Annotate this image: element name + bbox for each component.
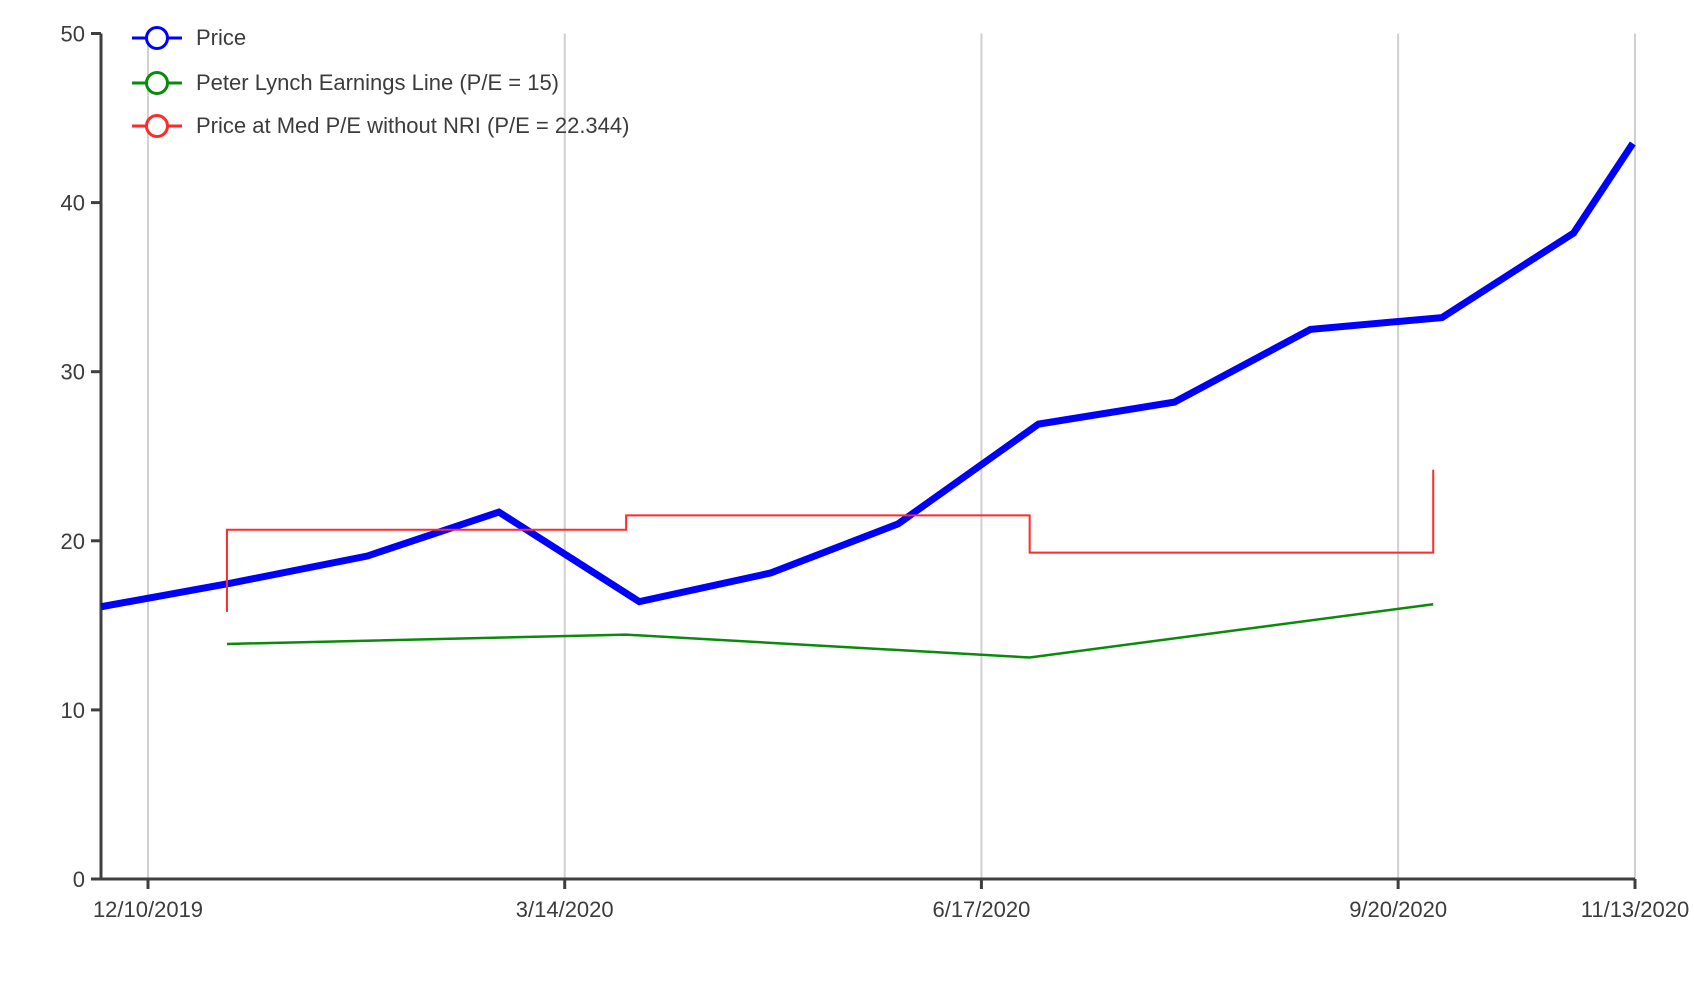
legend-label-earnings-line: Peter Lynch Earnings Line (P/E = 15) bbox=[196, 70, 559, 95]
x-tick-label: 9/20/2020 bbox=[1349, 897, 1447, 922]
earnings-line-marker-icon bbox=[132, 71, 182, 95]
med-pe-line-marker-icon bbox=[132, 114, 182, 138]
legend-item-price[interactable]: Price bbox=[130, 22, 246, 54]
x-tick-label: 11/13/2020 bbox=[1581, 897, 1689, 922]
series-earnings-line bbox=[226, 602, 1434, 659]
series-price-line bbox=[100, 141, 1636, 611]
x-tick-label: 6/17/2020 bbox=[932, 897, 1030, 922]
y-tick-label: 10 bbox=[61, 698, 85, 723]
legend-label-price: Price bbox=[196, 25, 247, 50]
series-med-pe-line bbox=[225, 469, 1435, 612]
legend-item-med-pe[interactable]: Price at Med P/E without NRI (P/E = 22.3… bbox=[130, 110, 629, 142]
y-tick-label: 40 bbox=[61, 191, 85, 216]
y-tick-label: 50 bbox=[61, 22, 85, 47]
legend-label-med-pe: Price at Med P/E without NRI (P/E = 22.3… bbox=[196, 113, 630, 138]
y-tick-label: 20 bbox=[61, 529, 85, 554]
y-tick-label: 30 bbox=[61, 360, 85, 385]
price-line-marker-icon bbox=[132, 26, 182, 50]
x-tick-label: 12/10/2019 bbox=[93, 897, 203, 922]
legend-item-earnings-line[interactable]: Peter Lynch Earnings Line (P/E = 15) bbox=[130, 67, 559, 99]
x-tick-label: 3/14/2020 bbox=[516, 897, 614, 922]
y-tick-label: 0 bbox=[73, 867, 85, 892]
